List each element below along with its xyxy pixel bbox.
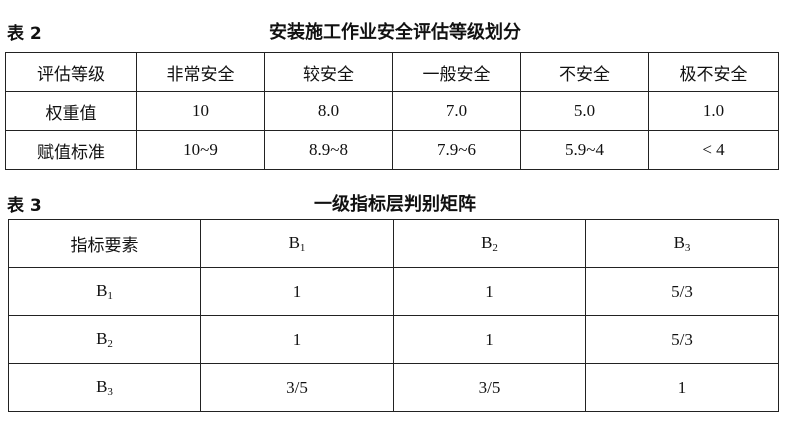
cell: 5.0 bbox=[520, 91, 649, 131]
header-cell: 极不安全 bbox=[648, 52, 779, 92]
subscript: 1 bbox=[107, 290, 113, 302]
table-row: B2 1 1 5/3 bbox=[8, 315, 779, 364]
table3: 指标要素 B1 B2 B3 B1 1 1 5/3 B2 1 1 5/3 B3 3… bbox=[8, 219, 779, 412]
row-label: 赋值标准 bbox=[5, 130, 137, 170]
cell: 8.9~8 bbox=[264, 130, 393, 170]
header-cell: 较安全 bbox=[264, 52, 393, 92]
table-header-row: 评估等级 非常安全 较安全 一般安全 不安全 极不安全 bbox=[5, 52, 779, 92]
header-cell: B3 bbox=[585, 219, 779, 268]
table2-label: 表 2 bbox=[7, 24, 42, 44]
header-cell: B2 bbox=[393, 219, 586, 268]
cell: 3/5 bbox=[393, 363, 586, 412]
table3-label: 表 3 bbox=[7, 196, 42, 216]
header-cell: 一般安全 bbox=[392, 52, 521, 92]
cell: 1 bbox=[200, 267, 394, 316]
cell: 10~9 bbox=[136, 130, 265, 170]
cell: < 4 bbox=[648, 130, 779, 170]
subscript: 1 bbox=[299, 242, 306, 254]
header-cell: 不安全 bbox=[520, 52, 649, 92]
subscript: 3 bbox=[684, 242, 691, 254]
cell: 1 bbox=[393, 315, 586, 364]
subscript: 2 bbox=[492, 242, 498, 254]
cell: 7.0 bbox=[392, 91, 521, 131]
subscript: 2 bbox=[107, 338, 113, 350]
row-label: B3 bbox=[8, 363, 201, 412]
cell: 10 bbox=[136, 91, 265, 131]
header-cell: 非常安全 bbox=[136, 52, 265, 92]
cell: 5/3 bbox=[585, 315, 779, 364]
row-label: B2 bbox=[8, 315, 201, 364]
table2: 评估等级 非常安全 较安全 一般安全 不安全 极不安全 权重值 10 8.0 7… bbox=[5, 52, 779, 170]
table3-title: 一级指标层判别矩阵 bbox=[314, 194, 476, 215]
header-cell: B1 bbox=[200, 219, 394, 268]
table2-title: 安装施工作业安全评估等级划分 bbox=[269, 22, 521, 43]
cell: 1.0 bbox=[648, 91, 779, 131]
cell: 5/3 bbox=[585, 267, 779, 316]
cell: 8.0 bbox=[264, 91, 393, 131]
row-label: B1 bbox=[8, 267, 201, 316]
table-row: 赋值标准 10~9 8.9~8 7.9~6 5.9~4 < 4 bbox=[5, 130, 779, 170]
cell: 7.9~6 bbox=[392, 130, 521, 170]
cell: 1 bbox=[393, 267, 586, 316]
table-header-row: 指标要素 B1 B2 B3 bbox=[8, 219, 779, 268]
table-row: B3 3/5 3/5 1 bbox=[8, 363, 779, 412]
row-label: 权重值 bbox=[5, 91, 137, 131]
header-cell: 评估等级 bbox=[5, 52, 137, 92]
subscript: 3 bbox=[107, 386, 113, 398]
cell: 1 bbox=[585, 363, 779, 412]
cell: 5.9~4 bbox=[520, 130, 649, 170]
cell: 1 bbox=[200, 315, 394, 364]
header-cell: 指标要素 bbox=[8, 219, 201, 268]
table-row: 权重值 10 8.0 7.0 5.0 1.0 bbox=[5, 91, 779, 131]
table-row: B1 1 1 5/3 bbox=[8, 267, 779, 316]
cell: 3/5 bbox=[200, 363, 394, 412]
